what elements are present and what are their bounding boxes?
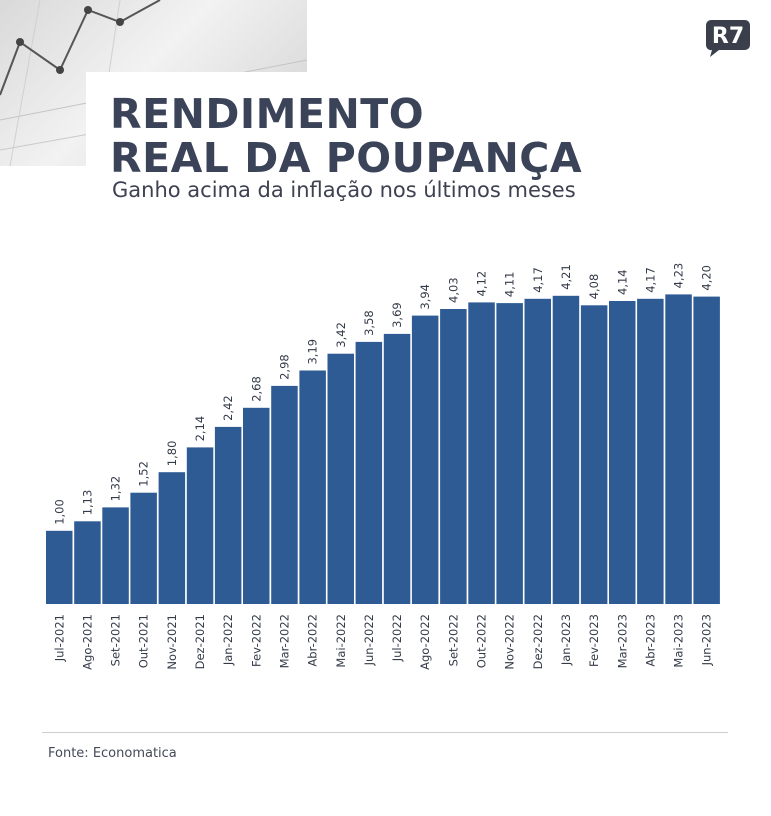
category-label: Out-2022 bbox=[475, 614, 489, 668]
value-label: 3,42 bbox=[334, 322, 348, 348]
value-label: 2,14 bbox=[193, 416, 207, 442]
value-label: 4,20 bbox=[700, 265, 714, 291]
bar-Mai-2023 bbox=[665, 294, 692, 604]
title-panel bbox=[86, 72, 771, 202]
category-label: Mar-2023 bbox=[615, 614, 629, 668]
bar-chart: 1,00 1,13 1,32 1,52 1,80 2,14 2,42 2,68 2,98 3,19… bbox=[46, 263, 720, 670]
value-label: 4,11 bbox=[503, 271, 517, 297]
bar-Jan-2022 bbox=[214, 426, 242, 604]
bar-Mar-2023 bbox=[609, 301, 636, 604]
category-label: Mai-2023 bbox=[672, 614, 686, 668]
category-label: Jun-2023 bbox=[700, 614, 714, 666]
title-line-2: REAL DA POUPANÇA bbox=[110, 134, 583, 182]
bar-Fev-2023 bbox=[580, 305, 608, 604]
category-labels-group: Jul-2021 Ago-2021 Set-2021 Out-2021 Nov-2021… bbox=[52, 614, 713, 670]
category-label: Abr-2022 bbox=[306, 614, 320, 667]
source-note: Fonte: Economatica bbox=[48, 746, 177, 761]
bar-Dez-2022 bbox=[524, 298, 551, 604]
category-label: Ago-2021 bbox=[80, 614, 94, 670]
bar-Abr-2022 bbox=[299, 370, 326, 604]
bar-Out-2022 bbox=[468, 302, 495, 604]
value-label: 4,17 bbox=[643, 267, 657, 293]
bar-Out-2021 bbox=[130, 492, 157, 604]
category-label: Set-2021 bbox=[109, 614, 123, 666]
value-label: 4,23 bbox=[672, 263, 686, 289]
category-label: Mai-2022 bbox=[334, 614, 348, 668]
category-label: Jan-2023 bbox=[559, 614, 573, 666]
category-label: Abr-2023 bbox=[643, 614, 657, 667]
value-label: 2,98 bbox=[277, 354, 291, 380]
value-labels-group: 1,00 1,13 1,32 1,52 1,80 2,14 2,42 2,68 2,98 3,19… bbox=[52, 263, 713, 525]
value-label: 1,32 bbox=[109, 476, 123, 502]
bar-Abr-2023 bbox=[637, 298, 664, 604]
value-label: 1,13 bbox=[80, 490, 94, 516]
value-label: 4,12 bbox=[475, 271, 489, 297]
bar-Jun-2023 bbox=[693, 296, 720, 604]
category-label: Nov-2021 bbox=[165, 614, 179, 670]
r7-logo: R7 bbox=[705, 20, 750, 57]
category-label: Mar-2022 bbox=[277, 614, 291, 668]
category-label: Jul-2021 bbox=[52, 614, 66, 662]
value-label: 1,80 bbox=[165, 441, 179, 467]
value-label: 4,21 bbox=[559, 264, 573, 290]
bar-Ago-2021 bbox=[74, 521, 101, 604]
value-label: 4,03 bbox=[446, 277, 460, 303]
value-label: 4,08 bbox=[587, 274, 601, 300]
footer-divider bbox=[42, 732, 728, 733]
bars-group bbox=[46, 294, 720, 604]
page-title: RENDIMENTO REAL DA POUPANÇA bbox=[110, 92, 582, 180]
bar-Mar-2022 bbox=[271, 385, 298, 604]
bar-Nov-2022 bbox=[496, 303, 523, 604]
logo-text: R7 bbox=[712, 24, 744, 49]
category-label: Ago-2022 bbox=[418, 614, 432, 670]
bar-Jun-2022 bbox=[355, 341, 383, 604]
category-label: Jan-2022 bbox=[221, 614, 235, 666]
category-label: Fev-2023 bbox=[587, 614, 601, 667]
value-label: 3,58 bbox=[362, 310, 376, 336]
category-label: Nov-2022 bbox=[503, 614, 517, 670]
category-label: Fev-2022 bbox=[249, 614, 263, 667]
value-label: 4,14 bbox=[615, 269, 629, 295]
bar-Jul-2022 bbox=[383, 333, 411, 604]
category-label: Dez-2022 bbox=[531, 614, 545, 669]
page-subtitle: Ganho acima da inflação nos últimos mese… bbox=[112, 178, 576, 202]
category-label: Jul-2022 bbox=[390, 614, 404, 662]
value-label: 1,52 bbox=[137, 461, 151, 487]
bar-Dez-2021 bbox=[186, 447, 214, 604]
value-label: 3,19 bbox=[306, 339, 320, 365]
category-label: Out-2021 bbox=[137, 614, 151, 668]
bar-Fev-2022 bbox=[243, 407, 270, 604]
value-label: 1,00 bbox=[52, 499, 66, 525]
bar-Nov-2021 bbox=[158, 472, 186, 604]
value-label: 2,68 bbox=[249, 376, 263, 402]
bar-Ago-2022 bbox=[411, 315, 439, 604]
bar-Set-2021 bbox=[102, 507, 129, 604]
category-label: Set-2022 bbox=[446, 614, 460, 666]
title-line-1: RENDIMENTO bbox=[110, 90, 425, 138]
value-label: 4,17 bbox=[531, 267, 545, 293]
category-label: Jun-2022 bbox=[362, 614, 376, 666]
value-label: 3,69 bbox=[390, 302, 404, 328]
bar-Set-2022 bbox=[440, 309, 467, 604]
bar-Mai-2022 bbox=[327, 353, 354, 604]
value-label: 2,42 bbox=[221, 395, 235, 421]
bar-Jul-2021 bbox=[46, 530, 73, 604]
bar-Jan-2023 bbox=[552, 295, 580, 604]
value-label: 3,94 bbox=[418, 284, 432, 310]
category-label: Dez-2021 bbox=[193, 614, 207, 669]
